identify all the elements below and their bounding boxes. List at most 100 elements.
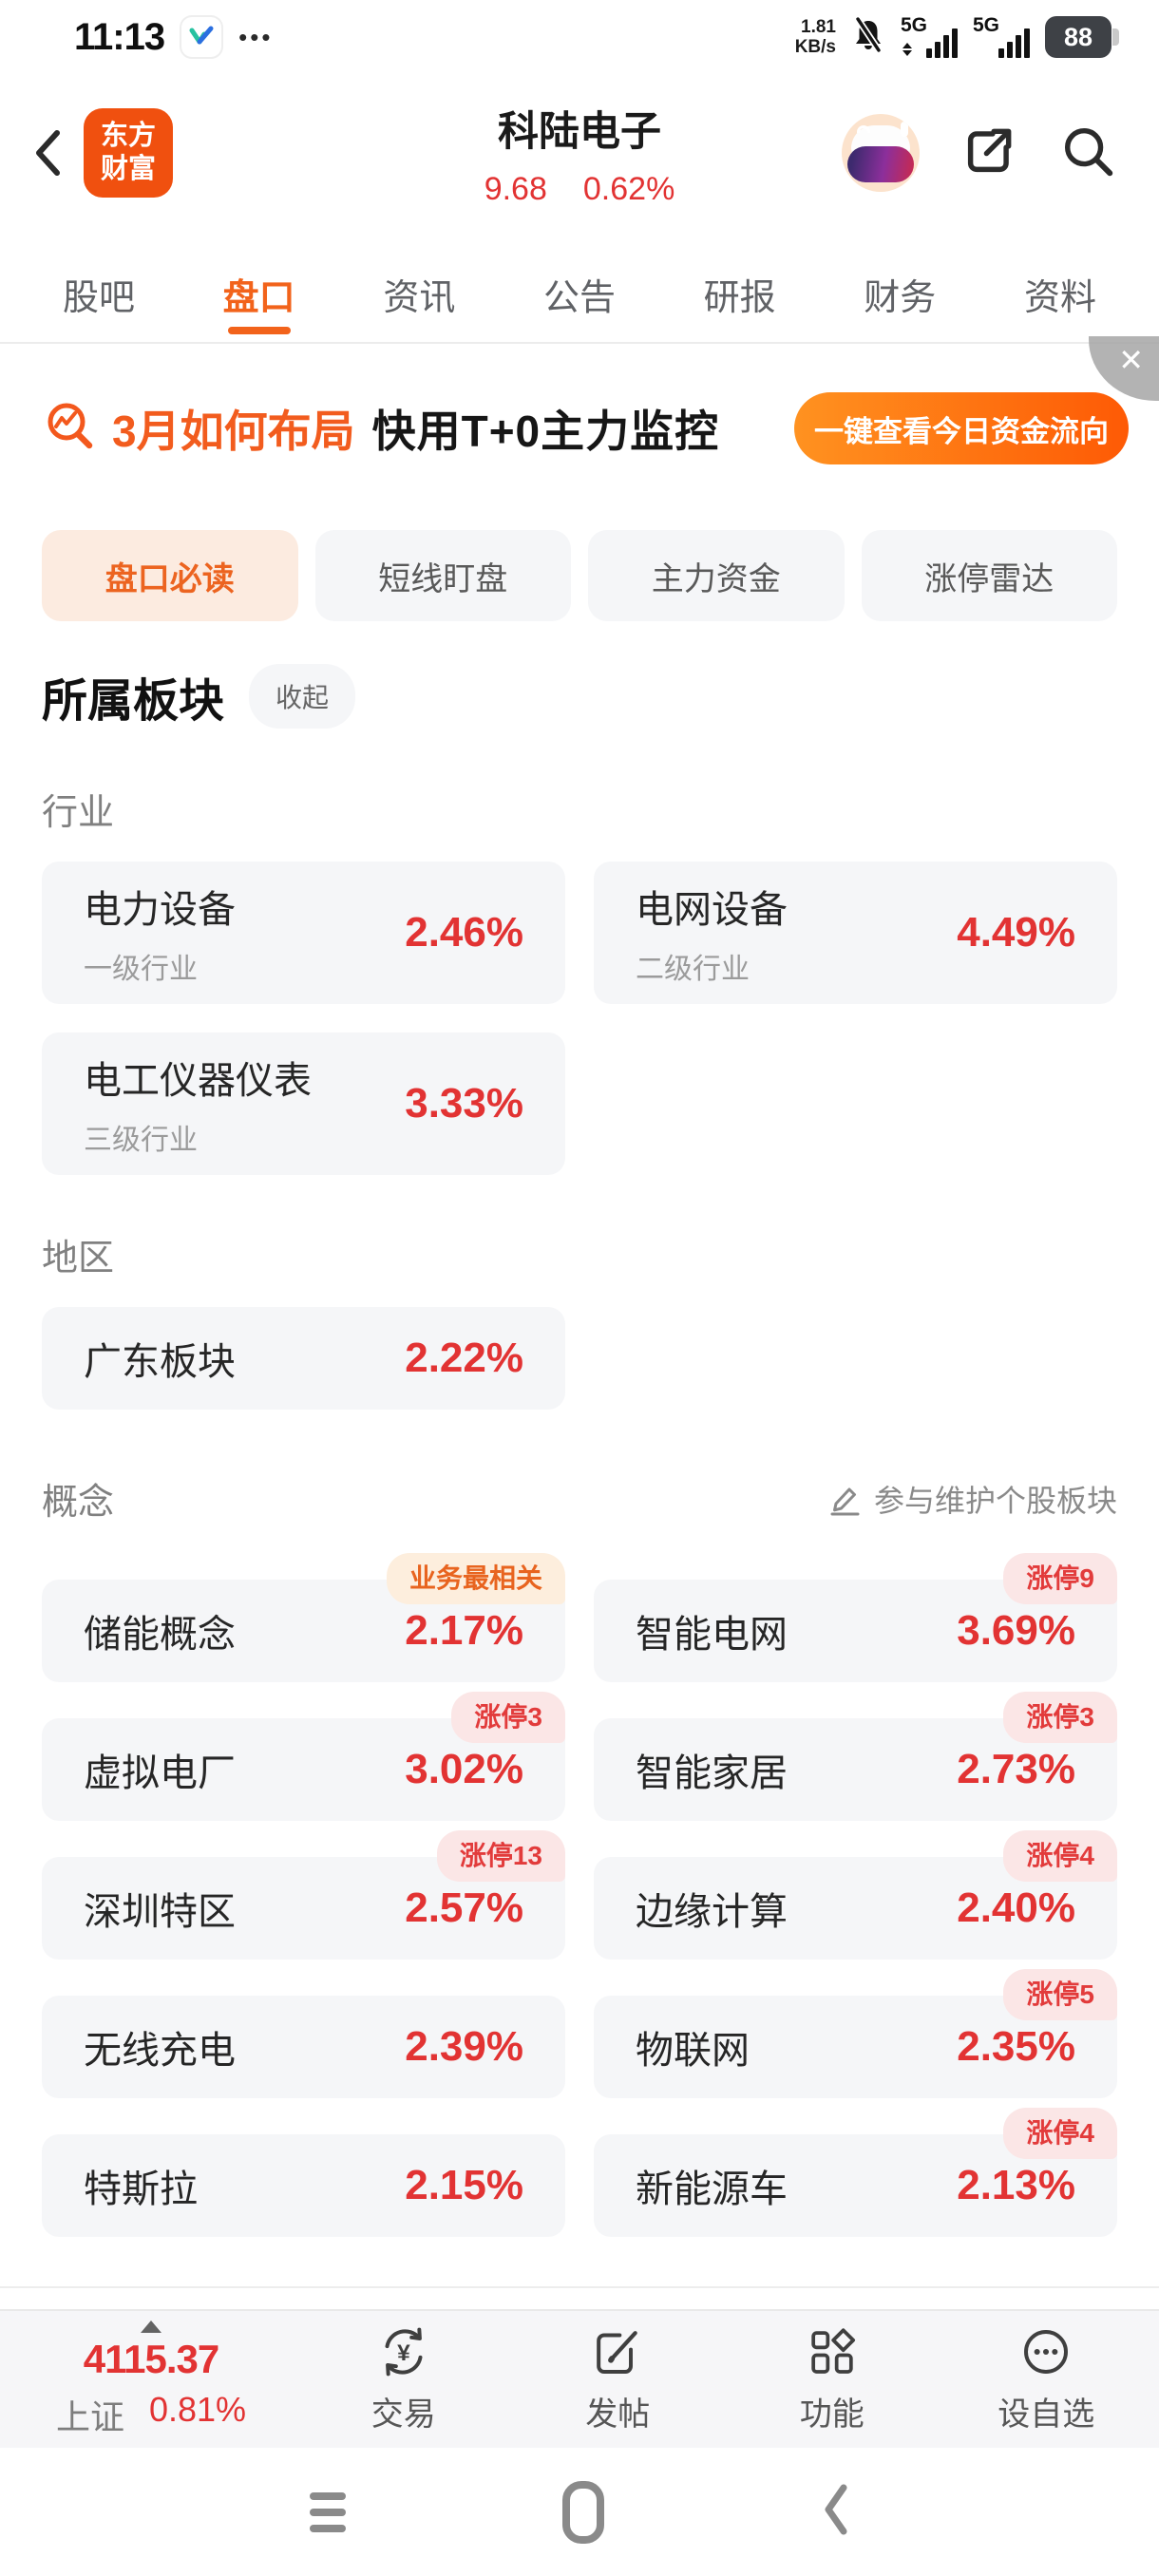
add-watchlist-button[interactable]: 设自选 <box>940 2325 1154 2434</box>
features-button[interactable]: 功能 <box>725 2325 940 2434</box>
industry-level: 二级行业 <box>636 954 750 985</box>
browser-app-icon <box>181 17 222 57</box>
concept-change: 2.57% <box>405 1885 523 1931</box>
concept-name: 虚拟电厂 <box>84 1752 236 1794</box>
tab-label: 盘口 <box>222 277 295 318</box>
status-time: 11:13 <box>74 15 165 58</box>
pill-zhangting-leida[interactable]: 涨停雷达 <box>861 530 1117 621</box>
index-change-percent: 0.81% <box>148 2389 247 2429</box>
tab-ziliao[interactable]: 资料 <box>1024 245 1096 342</box>
network-speed: 1.81 KB/s <box>795 17 836 57</box>
concept-badge: 涨停3 <box>451 1692 565 1743</box>
concept-card[interactable]: 涨停13 深圳特区 2.57% <box>42 1830 565 1960</box>
industry-card[interactable]: 电力设备 一级行业 2.46% <box>42 862 565 1004</box>
post-button[interactable]: 发帖 <box>511 2325 726 2434</box>
index-quote-button[interactable]: 4115.37 上证 0.81% <box>6 2320 296 2439</box>
concept-group-label: 概念 <box>42 1483 115 1523</box>
concept-name: 深圳特区 <box>84 1891 236 1933</box>
pill-duanxian-dingpan[interactable]: 短线盯盘 <box>314 530 571 621</box>
tab-label: 资料 <box>1023 277 1096 318</box>
tab-caiwu[interactable]: 财务 <box>864 245 936 342</box>
post-label: 发帖 <box>585 2396 651 2433</box>
features-grid-icon <box>811 2327 855 2374</box>
concept-name: 特斯拉 <box>84 2169 198 2210</box>
region-card[interactable]: 广东板块 2.22% <box>42 1307 565 1410</box>
industry-level: 一级行业 <box>84 954 198 985</box>
stock-change-percent: 0.62% <box>582 170 675 207</box>
sim1-signal-bars-icon <box>926 28 958 58</box>
concept-card[interactable]: 涨停3 智能家居 2.73% <box>594 1692 1117 1821</box>
search-icon[interactable] <box>1058 122 1117 185</box>
view-fund-flow-button[interactable]: 一键查看今日资金流向 <box>794 392 1129 464</box>
tab-label: 股吧 <box>63 277 136 318</box>
tab-yanbao[interactable]: 研报 <box>704 245 776 342</box>
nav-back-icon[interactable] <box>821 2482 849 2542</box>
pill-pankou-bidu[interactable]: 盘口必读 <box>42 530 298 621</box>
pill-label: 主力资金 <box>651 560 781 597</box>
concept-card[interactable]: 业务最相关 储能概念 2.17% <box>42 1553 565 1682</box>
banner-highlight-text: 3月如何布局 <box>112 407 355 456</box>
signal-sim2: 5G <box>973 14 1030 60</box>
concept-card[interactable]: 涨停3 虚拟电厂 3.02% <box>42 1692 565 1821</box>
concept-change: 3.02% <box>405 1746 523 1792</box>
collapse-button[interactable]: 收起 <box>249 664 356 729</box>
tab-zixun[interactable]: 资讯 <box>383 245 455 342</box>
industry-change: 2.46% <box>405 909 523 956</box>
concept-change: 2.15% <box>405 2162 523 2208</box>
tab-gonggao[interactable]: 公告 <box>543 245 616 342</box>
home-icon[interactable] <box>562 2480 604 2544</box>
concept-name: 储能概念 <box>84 1614 236 1656</box>
concept-badge: 涨停13 <box>436 1830 565 1882</box>
tab-pankou[interactable]: 盘口 <box>223 245 295 342</box>
index-value: 4115.37 <box>83 2336 220 2381</box>
industry-card[interactable]: 电工仪器仪表 三级行业 3.33% <box>42 1032 565 1175</box>
concept-card[interactable]: 涨停4 新能源车 2.13% <box>594 2108 1117 2237</box>
eastmoney-logo[interactable]: 东方 财富 <box>84 108 173 198</box>
notifications-muted-icon <box>851 16 885 59</box>
concept-name: 新能源车 <box>636 2169 788 2210</box>
concept-change: 2.40% <box>957 1885 1075 1931</box>
concept-card[interactable]: 涨停4 边缘计算 2.40% <box>594 1830 1117 1960</box>
svg-text:¥: ¥ <box>397 2339 410 2365</box>
chart-magnifier-icon <box>42 399 97 459</box>
concept-badge: 涨停4 <box>1003 2108 1117 2159</box>
logo-line2: 财富 <box>100 154 156 184</box>
concept-card[interactable]: 特斯拉 2.15% <box>42 2134 565 2237</box>
industry-group-label: 行业 <box>42 793 115 833</box>
features-label: 功能 <box>799 2396 864 2433</box>
industry-change: 4.49% <box>957 909 1075 956</box>
concept-change: 3.69% <box>957 1607 1075 1654</box>
concept-name: 边缘计算 <box>636 1891 788 1933</box>
concept-name: 智能电网 <box>636 1614 788 1656</box>
industry-name: 电网设备 <box>636 889 788 931</box>
tab-guba[interactable]: 股吧 <box>63 245 135 342</box>
active-tab-underline <box>227 327 291 334</box>
industry-card[interactable]: 电网设备 二级行业 4.49% <box>594 862 1117 1004</box>
back-icon[interactable] <box>28 126 66 180</box>
logo-line1: 东方 <box>100 121 156 151</box>
sim2-5g-label: 5G <box>973 14 1000 36</box>
concept-change: 2.39% <box>405 2023 523 2070</box>
signal-sim1: 5G <box>901 14 958 60</box>
share-icon[interactable] <box>960 122 1018 185</box>
concept-card[interactable]: 无线充电 2.39% <box>42 1996 565 2098</box>
index-name: 上证 <box>55 2396 124 2436</box>
promo-banner[interactable]: 3月如何布局 快用T+0主力监控 一键查看今日资金流向 ✕ <box>0 336 1159 513</box>
trade-label: 交易 <box>370 2396 436 2433</box>
trade-yuan-cycle-icon: ¥ <box>385 2327 423 2376</box>
status-bar: 11:13 ••• 1.81 KB/s 5G <box>0 0 1159 61</box>
industry-name: 电工仪器仪表 <box>84 1060 312 1102</box>
concept-card[interactable]: 涨停5 物联网 2.35% <box>594 1969 1117 2098</box>
concept-card[interactable]: 涨停9 智能电网 3.69% <box>594 1553 1117 1682</box>
concept-badge: 涨停9 <box>1003 1553 1117 1604</box>
concept-change: 2.73% <box>957 1746 1075 1792</box>
region-name: 广东板块 <box>84 1341 236 1383</box>
ai-assistant-avatar[interactable] <box>842 114 920 192</box>
recents-menu-icon[interactable] <box>310 2484 346 2541</box>
tab-label: 研报 <box>703 277 776 318</box>
concept-badge: 涨停5 <box>1003 1969 1117 2020</box>
maintain-sector-link[interactable]: 参与维护个股板块 <box>826 1477 1117 1521</box>
pill-zhuli-zijin[interactable]: 主力资金 <box>588 530 845 621</box>
trade-button[interactable]: ¥ 交易 <box>296 2325 511 2434</box>
banner-close-icon[interactable]: ✕ <box>1089 336 1159 401</box>
